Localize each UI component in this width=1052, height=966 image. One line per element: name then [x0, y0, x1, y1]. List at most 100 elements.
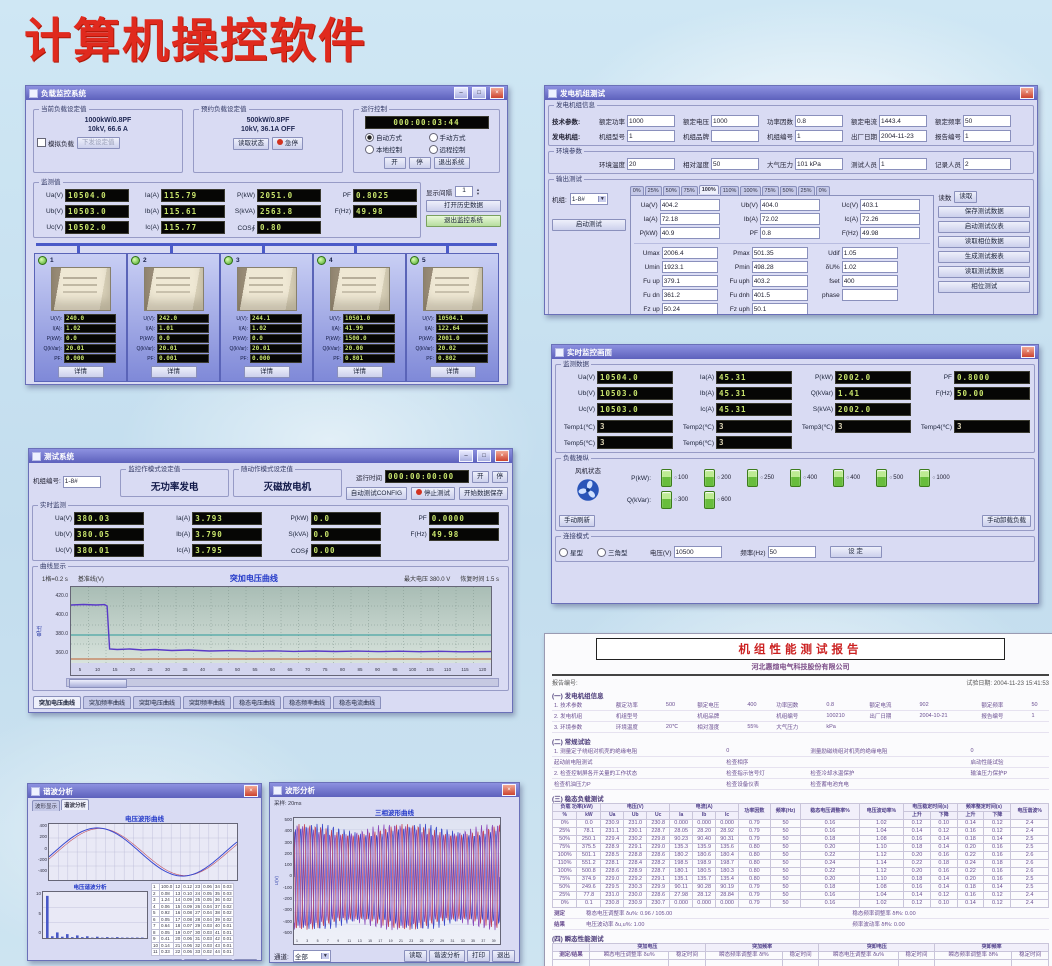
load-step-tab[interactable]: 75%	[680, 186, 698, 195]
close-button[interactable]: ×	[1020, 87, 1034, 99]
unit-detail-button[interactable]: 详情	[429, 366, 476, 378]
load-switch[interactable]: ○250	[747, 469, 774, 487]
channel-select[interactable]: 全部 ▼	[292, 950, 331, 962]
chart-hscrollbar[interactable]	[66, 678, 499, 688]
field-input[interactable]	[767, 546, 816, 558]
stop-button[interactable]: 停	[491, 470, 508, 483]
titlebar[interactable]: 实时监控画面 ×	[552, 345, 1038, 359]
curve-tab[interactable]: 突加电压曲线	[33, 696, 82, 709]
stop-button[interactable]: 停	[408, 157, 431, 169]
field-input[interactable]	[751, 303, 808, 314]
footer-button[interactable]: 退出	[492, 950, 515, 962]
scroll-thumb[interactable]	[69, 679, 127, 688]
test-action-button[interactable]: 读取测试数据	[938, 266, 1030, 278]
field-input[interactable]	[661, 289, 718, 301]
field-input[interactable]	[963, 130, 1011, 142]
field-input[interactable]	[795, 115, 843, 127]
field-input[interactable]	[659, 213, 720, 225]
field-input[interactable]	[759, 213, 820, 225]
simulate-load-checkbox[interactable]: 模拟负载	[37, 138, 74, 148]
curve-tab[interactable]: 稳态频率曲线	[283, 696, 332, 709]
field-input[interactable]	[751, 275, 808, 287]
start-button[interactable]: 开	[383, 157, 406, 169]
test-action-button[interactable]: 相位测试	[938, 281, 1030, 293]
field-input[interactable]	[711, 158, 759, 170]
load-step-tab[interactable]: 110%	[719, 186, 740, 195]
curve-tab[interactable]: 突卸频率曲线	[183, 696, 232, 709]
field-input[interactable]	[963, 115, 1011, 127]
load-step-tab[interactable]: 100%	[740, 186, 761, 195]
field-input[interactable]	[661, 261, 718, 273]
harmonic-tab[interactable]: 波形显示	[32, 800, 61, 811]
titlebar[interactable]: 测试系统 – □ ×	[29, 449, 512, 463]
field-input[interactable]	[751, 247, 808, 259]
unit-detail-button[interactable]: 详情	[150, 366, 197, 378]
interval-spinner[interactable]: 1	[455, 186, 473, 197]
footer-button[interactable]: 谐波分析	[429, 950, 465, 962]
unit-select[interactable]: 1-8# ▼	[569, 193, 608, 205]
exit-monitor-button[interactable]: 退出监控系统	[426, 215, 501, 227]
test-action-button[interactable]: 读取相位数据	[938, 236, 1030, 248]
mode-radio[interactable]: 本地控制	[365, 144, 425, 154]
field-input[interactable]	[661, 247, 718, 259]
mode-radio[interactable]: 手动方式	[428, 132, 489, 142]
field-input[interactable]	[711, 115, 759, 127]
connect-radio[interactable]: 三角型	[597, 547, 628, 557]
field-input[interactable]	[841, 289, 898, 301]
field-input[interactable]	[759, 199, 820, 211]
manual-refresh-button[interactable]: 手动刷新	[559, 515, 595, 527]
send-setpoint-button[interactable]: 下发设定值	[77, 137, 120, 149]
field-input[interactable]	[751, 289, 808, 301]
load-switch[interactable]: ○500	[876, 469, 903, 487]
field-input[interactable]	[659, 199, 720, 211]
titlebar[interactable]: 发电机组测试 ×	[545, 86, 1037, 100]
load-switch[interactable]: ○400	[790, 469, 817, 487]
load-switch[interactable]: ○600	[704, 491, 731, 509]
footer-button[interactable]: 读取	[159, 958, 182, 960]
stop-test-button[interactable]: 停止测试	[411, 487, 455, 500]
field-input[interactable]	[860, 213, 921, 225]
start-test-button[interactable]: 启动测试	[552, 219, 626, 231]
load-step-tab[interactable]: 25%	[797, 186, 815, 195]
manual-unload-button[interactable]: 手动卸载负载	[982, 515, 1031, 527]
minimize-button[interactable]: –	[454, 87, 468, 99]
field-input[interactable]	[661, 303, 718, 314]
field-input[interactable]	[673, 546, 722, 558]
unit-no-input[interactable]	[62, 475, 101, 488]
field-input[interactable]	[795, 130, 843, 142]
load-step-tab[interactable]: 100%	[698, 185, 719, 194]
minimize-button[interactable]: –	[459, 450, 473, 462]
save-data-button[interactable]: 开始数据保存	[459, 487, 508, 500]
field-input[interactable]	[711, 130, 759, 142]
field-input[interactable]	[751, 261, 808, 273]
test-action-button[interactable]: 保存测试数据	[938, 206, 1030, 218]
mode-radio[interactable]: 远程控制	[428, 144, 489, 154]
test-action-button[interactable]: 生成测试报表	[938, 251, 1030, 263]
field-input[interactable]	[879, 158, 927, 170]
load-switch[interactable]: ○200	[704, 469, 731, 487]
field-input[interactable]	[795, 158, 843, 170]
unit-detail-button[interactable]: 详情	[243, 366, 290, 378]
maximize-button[interactable]: □	[477, 450, 491, 462]
close-button[interactable]: ×	[502, 784, 516, 796]
field-input[interactable]	[841, 247, 898, 259]
exit-system-button[interactable]: 退出系统	[433, 157, 470, 169]
curve-tab[interactable]: 突卸电压曲线	[133, 696, 182, 709]
field-input[interactable]	[860, 199, 921, 211]
field-input[interactable]	[841, 275, 898, 287]
load-switch[interactable]: ○1000	[919, 469, 950, 487]
footer-button[interactable]: 读取	[404, 950, 427, 962]
field-input[interactable]	[879, 115, 927, 127]
field-input[interactable]	[860, 227, 921, 239]
load-switch[interactable]: ○400	[833, 469, 860, 487]
curve-tab[interactable]: 稳态电流曲线	[333, 696, 382, 709]
load-switch[interactable]: ○100	[661, 469, 688, 487]
emergency-stop-button[interactable]: 急停	[272, 137, 303, 150]
field-input[interactable]	[627, 115, 675, 127]
field-input[interactable]	[627, 158, 675, 170]
auto-test-config-button[interactable]: 自动测试CONFIG	[345, 487, 407, 500]
start-button[interactable]: 开	[472, 470, 489, 483]
load-step-tab[interactable]: 0%	[815, 186, 830, 195]
maximize-button[interactable]: □	[472, 87, 486, 99]
close-button[interactable]: ×	[490, 87, 504, 99]
